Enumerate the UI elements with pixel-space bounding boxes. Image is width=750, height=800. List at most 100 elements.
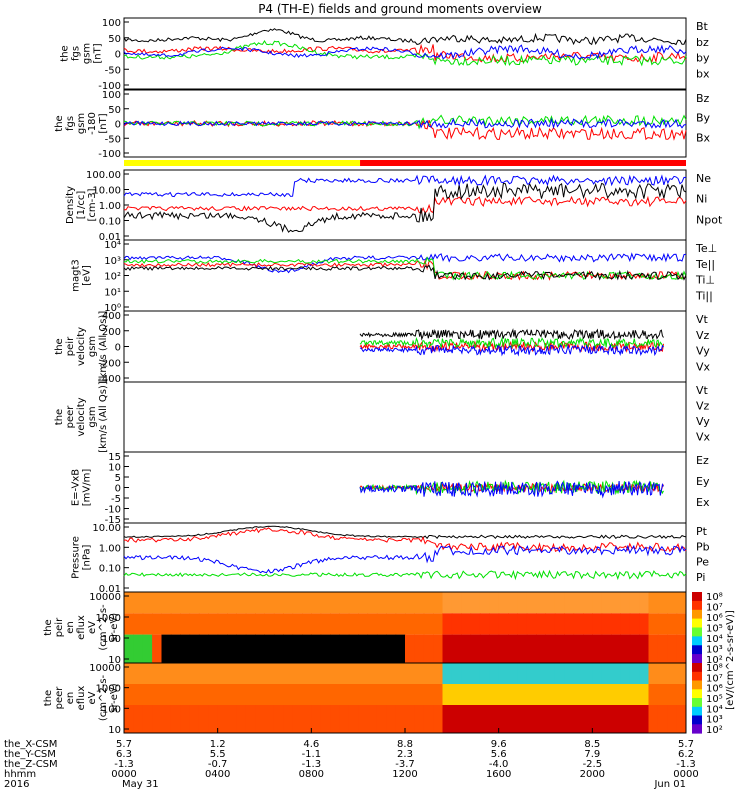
bottom-label: hhmm [4,769,36,780]
peir-spec-cell [517,613,528,635]
fgs-dsl-tick-label: 50 [108,105,121,116]
peer-spec-cell [583,684,593,705]
peer-spec-cell [348,705,359,733]
peir-spec-cell [564,634,575,663]
peer-spec-cell [367,705,378,733]
peir-spec-cell [489,592,500,614]
peir-spec-cell [311,634,322,663]
peer-spec-cell [217,705,228,733]
peir-spec-cell [180,613,191,635]
peir-spec-ylabel-line: sr-eV) [109,613,120,642]
peir-spec-cell [479,634,490,663]
peer-spec-cell [648,705,659,733]
fgs-dsl-ylabel-line: -180 [87,112,98,135]
peir-spec-cell [405,634,415,663]
peir-vt-line [359,328,664,341]
peir-spec-cell [236,613,247,635]
peer-spec-tick-label: 100 [102,704,121,715]
peer-spec-cell [414,705,425,733]
x-col-hhmm: 1600 [486,769,511,780]
peir-spec-cell [386,613,397,635]
peer-spec-cell [442,663,453,684]
peer-spec-colorbar-band [692,689,702,699]
density-legend-2: Npot [696,213,723,226]
peir-spec-cell [255,613,265,635]
peir-spec-cell [517,634,528,663]
peir-spec-cell [592,634,603,663]
fgs-dsl-ylabel-line: the [54,115,65,131]
peer-vel-legend-3: Vx [696,431,711,444]
peer-spec-cell [339,705,350,733]
pressure-ylabel-line: [nPa] [82,544,93,570]
peir-spec-cell [451,634,462,663]
peer-spec-cell [667,705,678,733]
peir-spec-cell [508,613,518,635]
peer-spec-cell [489,705,500,733]
peir-vel-tick-label: -400 [98,374,121,385]
peer-spec-cell [414,684,425,705]
density-ylabel-line: [cm-3] [87,188,98,221]
x-col-z: -2.5 [583,759,603,770]
peir-spec-cell [339,613,350,635]
peir-spec-cell [461,613,472,635]
peer-spec-colorbar-band [692,680,702,690]
peer-spec-cell [264,663,275,684]
peir-spec-cell [648,613,659,635]
peir-spec-colorbar-tick: 10² [706,655,723,666]
peir-spec-cell [508,592,518,614]
peir-spec-cell [639,634,650,663]
peir-spec-colorbar-tick: 10⁵ [706,624,723,635]
peir-spec-cell [264,613,275,635]
x-col-x: 8.8 [397,739,413,750]
peer-spec-ylabel-line: sr-eV) [109,683,120,712]
peer-spec-cell [573,684,584,705]
peir-spec-cell [536,634,546,663]
peer-spec-cell [170,684,181,705]
peir-vz-line [359,340,664,353]
efield-ex-line [359,480,664,499]
peir-spec-cell [405,613,415,635]
peer-spec-cell [227,705,237,733]
peir-spec-cell [676,613,687,635]
peer-spec-ylabel: thepeerenefluxeV(cm^2-s-sr-eV) [43,674,120,721]
x-col-y: 6.2 [678,749,694,760]
peir-spec-cell [273,592,284,614]
fgs-ylabel-line: [nT] [93,43,104,63]
peer-spec-cell [189,663,200,684]
peir-spec-colorbar-band [692,592,702,602]
x-col-hhmm: 0000 [111,769,136,780]
peer-spec-cell [601,663,612,684]
peir-vel-legend-1: Vz [696,329,710,342]
peir-spec-cell [189,613,200,635]
peer-spec-cell [479,663,490,684]
peer-spec-cell [470,705,481,733]
pressure-legend-0: Pt [696,525,708,538]
peer-spec-cell [264,705,275,733]
density-legend-0: Ne [696,172,711,185]
peir-spec-cell [564,592,575,614]
efield-tick-label: -5 [111,494,121,505]
temp-ylabel-line: magt3 [71,259,82,292]
peir-spec-cell [189,634,200,663]
peir-spec-cell [124,613,134,635]
peir-spec-cell [320,592,331,614]
peer-spec-cell [461,684,472,705]
fgs-bz-line [123,43,687,64]
x-col-hhmm: 0800 [299,769,324,780]
peer-spec-cell [657,663,668,684]
peir-spec-cell [526,613,537,635]
peir-spec-colorbar-band [692,609,702,620]
peir-spec-cell [367,613,378,635]
peer-spec-cell [358,684,369,705]
peer-spec-cell [564,705,575,733]
peer-spec-cell [611,663,621,684]
peir-vel-tick-label: 200 [102,327,121,338]
peir-vel-ylabel: thepeirvelocitygsm[km/s (All Qs)] [54,311,109,383]
peer-spec-cell [545,705,556,733]
peer-spec-cell [442,684,453,705]
peer-spec-cell [302,663,312,684]
peer-spec-cell [198,684,209,705]
peer-spec-cell [433,663,443,684]
